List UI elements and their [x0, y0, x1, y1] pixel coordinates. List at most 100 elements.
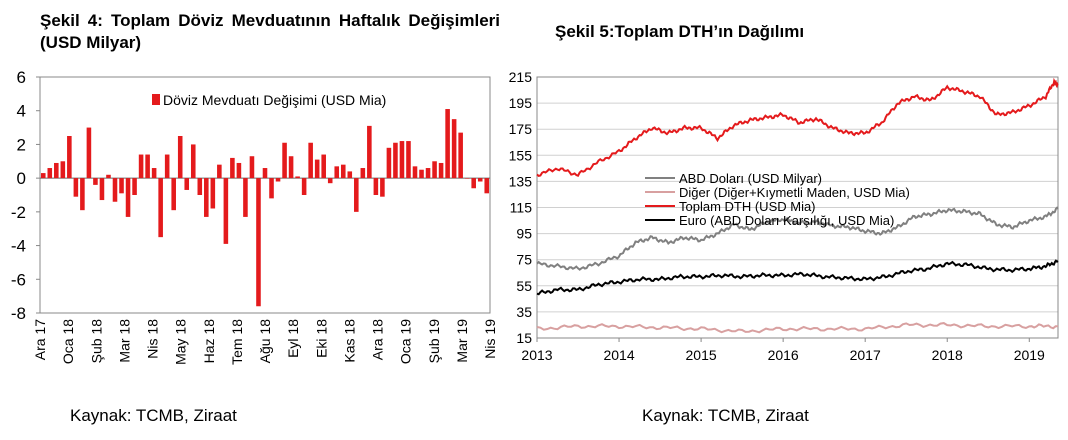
bar	[451, 119, 457, 179]
bar	[80, 178, 85, 211]
bar	[243, 178, 248, 217]
y-tick-label: 2	[17, 135, 26, 154]
bar	[256, 178, 261, 307]
bar	[151, 168, 157, 179]
x-tick-label: Mar 18	[116, 319, 132, 363]
series-line	[536, 206, 1059, 271]
bar	[249, 156, 255, 179]
bar	[54, 162, 59, 179]
bar	[145, 154, 150, 179]
x-tick-label: Eki 18	[313, 319, 329, 358]
bar	[484, 178, 490, 194]
bar	[125, 178, 131, 217]
x-tick-label: Oca 18	[60, 319, 76, 364]
bar	[275, 178, 281, 182]
bar	[204, 178, 209, 217]
y-tick-label: 95	[516, 226, 532, 242]
y-tick-label: -2	[11, 203, 26, 222]
bar	[99, 178, 105, 201]
bar	[321, 154, 326, 179]
y-tick-label: 115	[510, 200, 533, 216]
bar	[112, 178, 118, 202]
bar	[132, 178, 137, 195]
x-tick-label: Oca 19	[398, 319, 414, 364]
bar	[190, 144, 196, 179]
bar	[406, 141, 411, 179]
y-tick-label: -8	[11, 304, 26, 323]
bar	[171, 178, 176, 211]
bar	[138, 154, 144, 179]
bar	[67, 136, 72, 179]
bar	[471, 178, 476, 189]
series-line	[536, 322, 1058, 334]
y-tick-label: 75	[516, 252, 532, 268]
left-chart-title: Şekil 4: Toplam Döviz Mevduatının Haftal…	[40, 11, 500, 52]
y-tick-label: -6	[11, 270, 26, 289]
bar	[295, 176, 300, 179]
bar	[354, 178, 359, 212]
series-line	[536, 259, 1059, 296]
x-tick-label: Eyl 18	[285, 319, 301, 358]
y-tick-label: 195	[509, 95, 533, 111]
y-tick-label: 15	[516, 330, 532, 346]
bar	[60, 161, 66, 179]
bar	[184, 178, 190, 190]
left-source-note: Kaynak: TCMB, Ziraat	[70, 406, 237, 425]
bar	[177, 136, 183, 179]
y-tick-label: 35	[516, 304, 532, 320]
legend-label: Euro (ABD Doları Karşılığı, USD Mia)	[679, 213, 894, 228]
bar	[380, 178, 385, 197]
legend-label: Döviz Mevduatı Değişimi (USD Mia)	[163, 92, 386, 108]
x-tick-label: Ara 17	[32, 319, 48, 360]
bar	[412, 166, 418, 179]
plot-frame	[39, 76, 491, 314]
y-tick-label: 215	[509, 69, 533, 85]
weekly-change-bar-chart: 6 4 2 0 -2 -4 -6 -8 Ara 17 Oca 18 Şub 18 Mar 18 Nis …	[11, 68, 498, 365]
bar	[47, 168, 53, 179]
x-tick-label: May 18	[173, 319, 189, 365]
right-source-note: Kaynak: TCMB, Ziraat	[642, 406, 809, 425]
bar	[425, 168, 431, 179]
bar	[464, 178, 470, 179]
right-chart-title: Şekil 5:Toplam DTH’ın Dağılımı	[555, 22, 805, 41]
bar	[73, 178, 79, 197]
y-tick-label: 4	[17, 102, 26, 121]
x-tick-label: Nis 18	[145, 319, 161, 359]
x-tick-label: 2016	[768, 347, 799, 363]
bar	[282, 142, 287, 179]
x-tick-label: Şub 18	[88, 319, 104, 364]
bar	[393, 142, 398, 179]
bar	[164, 154, 170, 179]
bar	[314, 159, 320, 179]
bar	[360, 168, 366, 179]
legend-label: ABD Doları (USD Milyar)	[679, 171, 822, 186]
bar	[386, 147, 392, 179]
bar	[288, 156, 294, 179]
y-tick-label: 135	[509, 173, 533, 189]
x-tick-label: Ara 18	[370, 319, 386, 360]
legend-label: Toplam DTH (USD Mia)	[679, 199, 816, 214]
x-tick-label: Tem 18	[229, 319, 245, 365]
bar	[419, 169, 424, 179]
bar	[236, 162, 242, 179]
bar	[210, 178, 216, 209]
x-tick-label: Ağu 18	[257, 319, 273, 364]
x-tick-label: 2019	[1014, 347, 1045, 363]
y-tick-label: 6	[17, 68, 26, 87]
x-tick-label: Mar 19	[454, 319, 470, 363]
bar	[340, 164, 346, 179]
x-tick-label: 2018	[932, 347, 963, 363]
bar	[223, 178, 229, 244]
x-tick-label: Nis 19	[482, 319, 498, 359]
legend-label: Diğer (Diğer+Kıymetli Maden, USD Mia)	[679, 185, 910, 200]
x-tick-label: Haz 18	[201, 319, 217, 364]
legend-swatch	[152, 94, 160, 105]
bar	[432, 161, 437, 179]
bar	[308, 142, 313, 179]
bar	[217, 164, 222, 179]
x-tick-label: Şub 19	[426, 319, 442, 364]
bar	[327, 178, 333, 184]
bar	[367, 125, 372, 179]
bar	[334, 166, 340, 179]
